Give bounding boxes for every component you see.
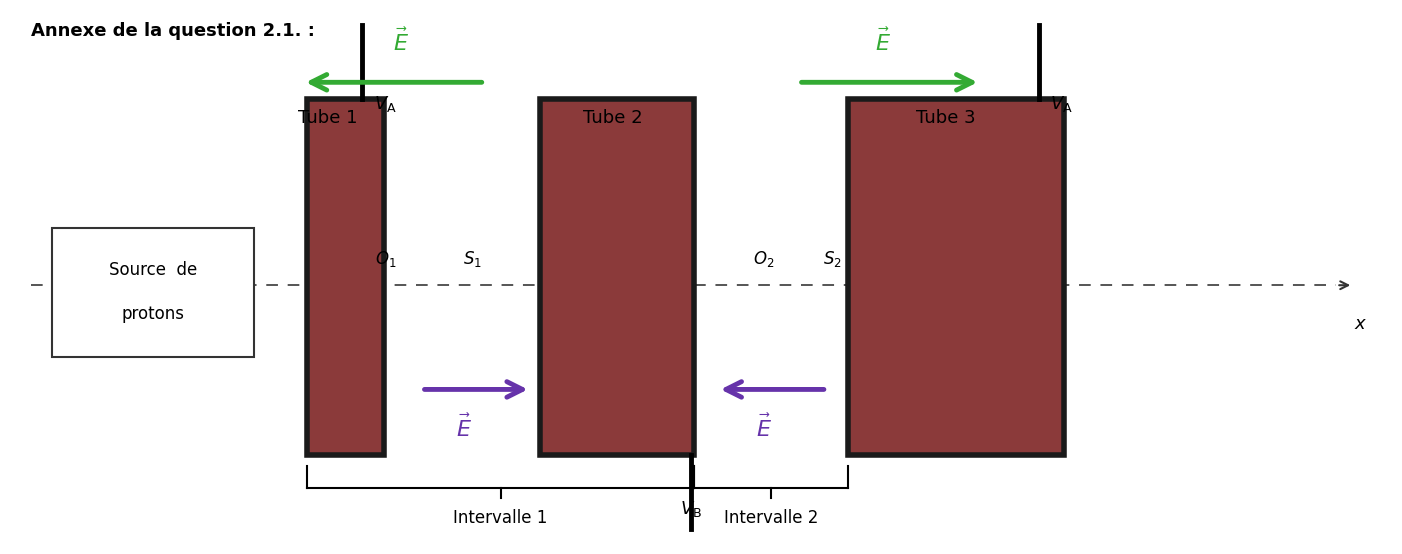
Text: Source  de: Source de [109, 261, 198, 279]
Text: x: x [1354, 315, 1366, 332]
Text: Intervalle 1: Intervalle 1 [453, 509, 548, 527]
Bar [307, 99, 384, 455]
Text: $S_1$: $S_1$ [463, 249, 481, 269]
Bar [848, 99, 1064, 455]
Text: $\vec{E}$: $\vec{E}$ [393, 28, 409, 55]
Text: protons: protons [122, 305, 185, 323]
Text: Intervalle 2: Intervalle 2 [723, 509, 817, 527]
Text: Tube 1: Tube 1 [299, 109, 358, 127]
Text: Annexe de la question 2.1. :: Annexe de la question 2.1. : [31, 22, 314, 40]
Bar [540, 99, 694, 455]
Text: $V_\mathrm{B}$: $V_\mathrm{B}$ [680, 499, 702, 519]
Text: $\vec{E}$: $\vec{E}$ [456, 414, 471, 442]
Bar [52, 228, 254, 357]
Text: $V_\mathrm{A}$: $V_\mathrm{A}$ [1050, 94, 1073, 114]
Text: $O_1$: $O_1$ [374, 249, 397, 269]
Text: $S_2$: $S_2$ [823, 249, 841, 269]
Text: $\vec{E}$: $\vec{E}$ [875, 28, 890, 55]
Text: Tube 2: Tube 2 [583, 109, 644, 127]
Text: $V_\mathrm{A}$: $V_\mathrm{A}$ [373, 94, 397, 114]
Text: Tube 3: Tube 3 [916, 109, 976, 127]
Text: $\vec{E}$: $\vec{E}$ [756, 414, 773, 442]
Text: $O_2$: $O_2$ [753, 249, 774, 269]
